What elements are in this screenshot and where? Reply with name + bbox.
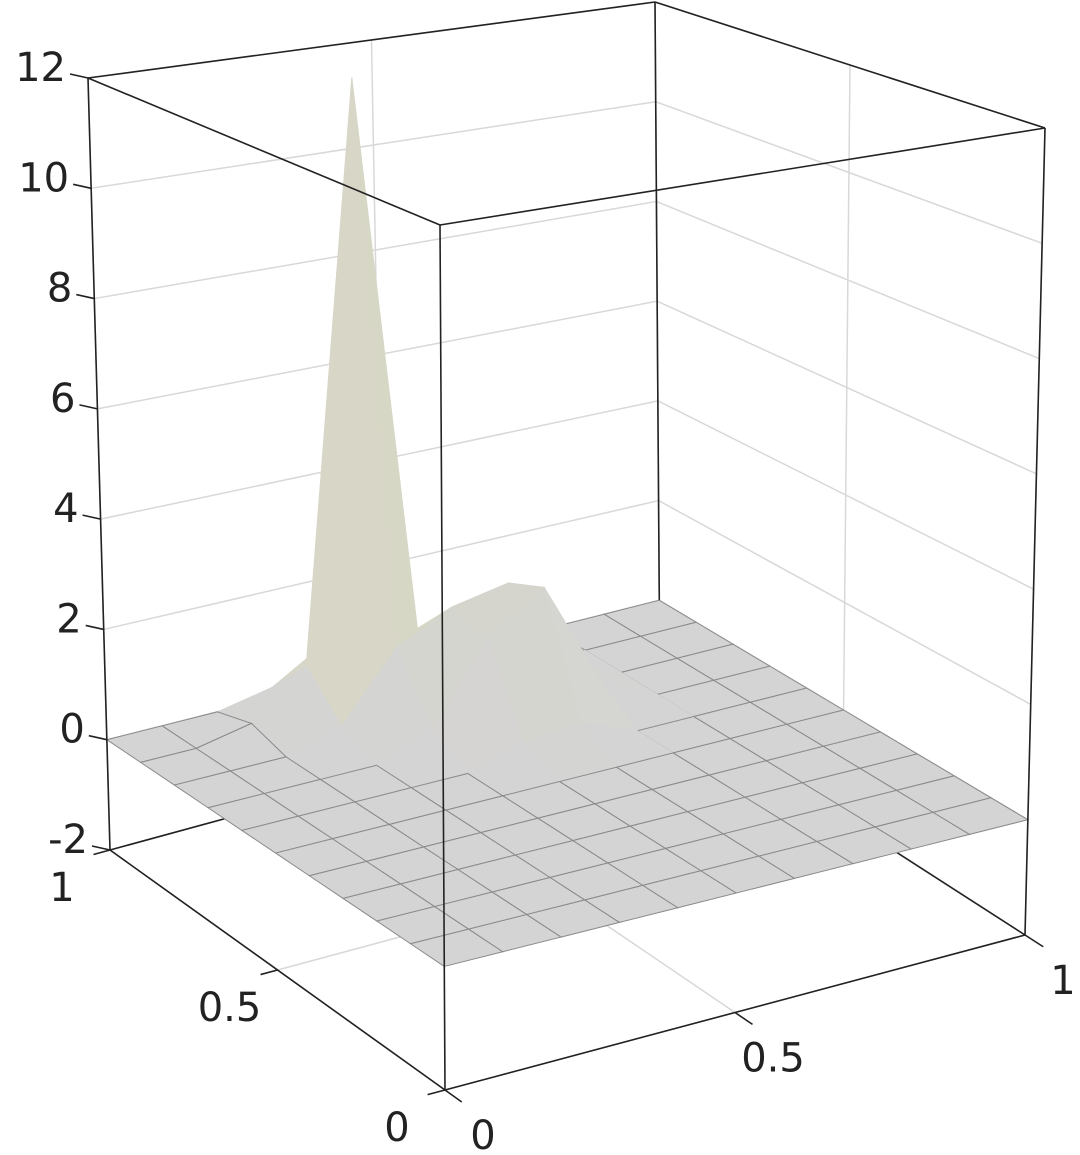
z-tick-label: 2 bbox=[56, 596, 81, 642]
grid-line bbox=[841, 64, 851, 818]
box-edge bbox=[439, 224, 446, 1091]
tick-mark bbox=[1024, 934, 1044, 948]
z-tick-label: 4 bbox=[53, 486, 78, 532]
x-tick-label: 0 bbox=[470, 1113, 495, 1155]
tick-mark bbox=[260, 969, 278, 976]
box-edge bbox=[87, 77, 441, 226]
z-tick-label: 0 bbox=[59, 707, 84, 753]
tick-mark bbox=[79, 404, 98, 410]
y-tick-label: 1 bbox=[49, 865, 74, 911]
z-tick-label: 10 bbox=[18, 155, 69, 201]
box-edge bbox=[87, 77, 111, 851]
tick-mark bbox=[72, 183, 92, 190]
tick-mark bbox=[734, 1011, 753, 1026]
tick-mark bbox=[76, 293, 95, 300]
tick-mark bbox=[88, 734, 108, 741]
x-tick-label: 0.5 bbox=[741, 1036, 805, 1082]
tick-mark bbox=[444, 1089, 463, 1103]
tick-mark bbox=[93, 849, 111, 856]
tick-mark bbox=[69, 73, 89, 79]
tick-mark bbox=[82, 514, 101, 520]
y-tick-label: 0 bbox=[384, 1105, 409, 1151]
z-tick-label: 6 bbox=[50, 376, 75, 422]
box-edge bbox=[1024, 127, 1046, 936]
z-tick-label: -2 bbox=[48, 817, 88, 863]
surface-cell bbox=[409, 928, 504, 967]
z-tick-label: 8 bbox=[47, 266, 72, 312]
x-tick-label: 1 bbox=[1050, 958, 1075, 1004]
box-edge bbox=[87, 1, 656, 79]
box-edge bbox=[654, 1, 1046, 129]
tick-mark bbox=[91, 845, 111, 851]
box-edge bbox=[654, 1, 661, 701]
tick-mark bbox=[85, 624, 104, 631]
tick-mark bbox=[427, 1089, 446, 1096]
box-edge bbox=[439, 127, 1046, 226]
z-tick-label: 12 bbox=[15, 45, 66, 91]
y-tick-label: 0.5 bbox=[198, 985, 262, 1031]
